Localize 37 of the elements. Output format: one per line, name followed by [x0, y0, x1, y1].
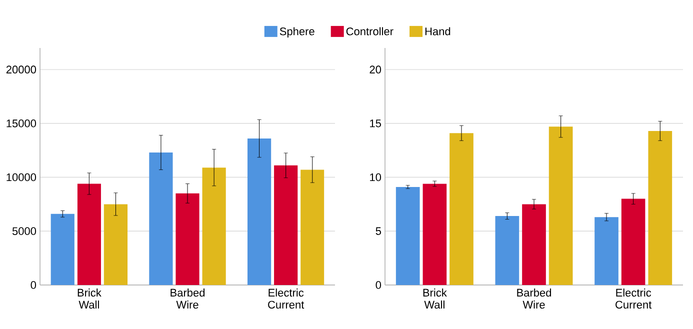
bar [396, 186, 420, 285]
y-tick-label: 0 [30, 281, 36, 289]
bar [77, 184, 101, 285]
y-tick-label: 10000 [6, 173, 36, 182]
bar [176, 193, 200, 285]
y-tick-label: 0 [376, 281, 382, 289]
x-tick-label: Electric Current [268, 288, 304, 309]
bar [202, 168, 226, 285]
x-tick-label: Barbed Wire [170, 288, 205, 309]
bar [495, 216, 520, 285]
y-tick-label: 5000 [12, 227, 36, 236]
x-tick-label: Brick Wall [78, 288, 102, 309]
legend-label: Sphere [280, 27, 314, 38]
y-tick-label: 20 [370, 66, 382, 74]
bar [648, 130, 672, 285]
x-tick-label: Brick Wall [423, 288, 447, 309]
y-tick-label: 5 [376, 227, 381, 235]
y-tick-label: 15000 [6, 120, 36, 128]
bar [149, 152, 173, 285]
y-tick-label: 20000 [6, 66, 36, 74]
y-tick-label: 15 [370, 120, 381, 128]
bar [548, 126, 573, 285]
bar [594, 217, 618, 285]
bar [300, 170, 324, 285]
bar [621, 198, 646, 285]
bar [247, 138, 272, 285]
bar [50, 214, 74, 285]
x-tick-label: Electric Current [616, 288, 652, 309]
legend-label: Controller [346, 27, 394, 36]
bar [522, 204, 546, 285]
bar [422, 184, 447, 285]
legend-label: Hand [425, 27, 450, 36]
y-tick-label: 10 [370, 173, 382, 182]
bar [450, 133, 474, 285]
bar [274, 165, 298, 285]
bar [104, 204, 128, 285]
x-tick-label: Barbed Wire [517, 288, 552, 309]
